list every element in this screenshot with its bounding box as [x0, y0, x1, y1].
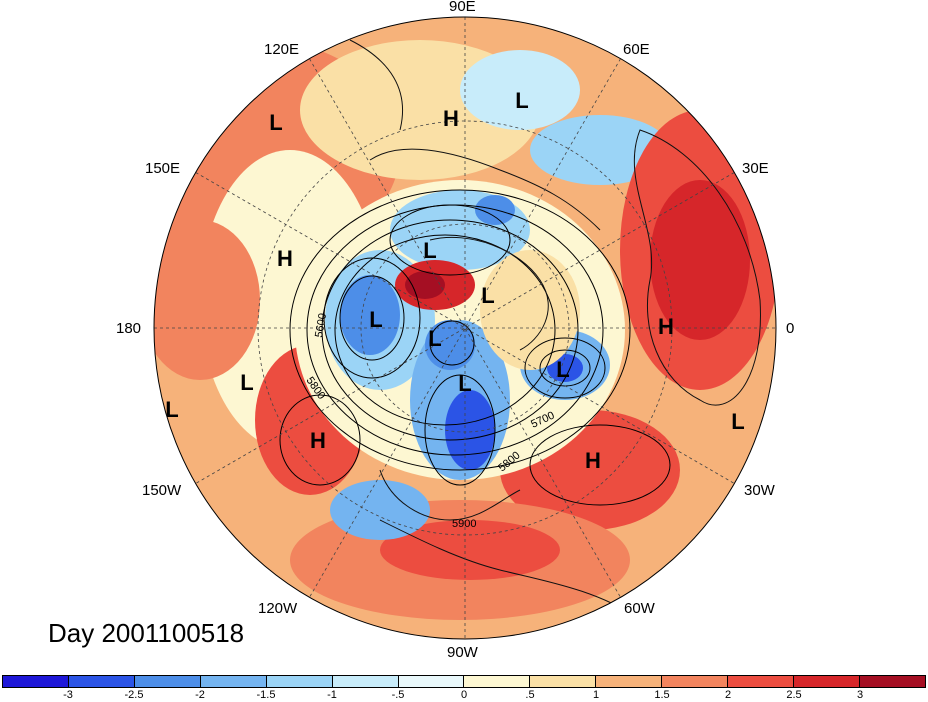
pressure-marker: L — [165, 397, 178, 422]
pressure-marker: L — [240, 370, 253, 395]
colorbar-swatch — [68, 676, 135, 687]
anomaly-field — [154, 17, 776, 639]
map-title: Day 2001100518 — [48, 618, 245, 648]
colorbar-tick-label: 2 — [724, 689, 732, 701]
pressure-marker: H — [277, 246, 293, 271]
contour-label: 5600 — [313, 312, 329, 338]
colorbar-swatch — [464, 676, 531, 687]
colorbar-tick-label: -.5 — [391, 689, 405, 701]
pressure-marker: L — [428, 326, 441, 351]
colorbar-tick-label: .5 — [525, 689, 535, 701]
colorbar-swatch — [134, 676, 201, 687]
colorbar-swatch — [728, 676, 795, 687]
pressure-marker: L — [515, 88, 528, 113]
lon-label-120e: 120E — [264, 41, 300, 58]
colorbar-tick-label: -1.5 — [256, 689, 276, 701]
pressure-marker: H — [443, 106, 459, 131]
colorbar-swatch — [266, 676, 333, 687]
lon-label-60w: 60W — [624, 600, 655, 617]
colorbar-swatch — [332, 676, 399, 687]
lon-label-30e: 30E — [742, 160, 769, 177]
lon-label-90e: 90E — [449, 0, 476, 15]
colorbar-tick-label: 1 — [592, 689, 600, 701]
lon-label-120w: 120W — [258, 600, 298, 617]
colorbar-tick-label: -2.5 — [124, 689, 144, 701]
pressure-marker: H — [658, 314, 674, 339]
colorbar-swatch — [859, 676, 925, 687]
pressure-marker: H — [585, 448, 601, 473]
lon-label-0: 0 — [786, 320, 795, 337]
pressure-marker: L — [556, 357, 569, 382]
colorbar-swatch — [3, 676, 69, 687]
colorbar-swatch — [596, 676, 663, 687]
lon-label-30w: 30W — [744, 482, 775, 499]
colorbar-swatch — [398, 676, 465, 687]
colorbar-tick-label: 0 — [460, 689, 468, 701]
colorbar-tick-label: -3 — [63, 689, 73, 701]
height-contours — [279, 189, 671, 506]
map-boundary — [153, 16, 777, 640]
lon-label-150e: 150E — [145, 160, 181, 177]
coastlines — [349, 39, 761, 621]
colorbar-tick-label: 1.5 — [654, 689, 670, 701]
pressure-marker: L — [731, 409, 744, 434]
colorbar-swatch — [530, 676, 597, 687]
pressure-marker: L — [269, 110, 282, 135]
lon-label-60e: 60E — [623, 41, 650, 58]
lon-label-150w: 150W — [142, 482, 182, 499]
colorbar — [2, 675, 926, 688]
pressure-markers: L H L L H L L L H L L L H L H L — [165, 88, 744, 473]
pressure-marker: L — [423, 238, 436, 263]
pressure-marker: H — [310, 428, 326, 453]
lon-label-180: 180 — [116, 320, 142, 337]
contour-label: 5900 — [452, 518, 476, 530]
pressure-marker: L — [458, 371, 471, 396]
colorbar-swatch — [794, 676, 860, 687]
lon-label-90w: 90W — [447, 644, 478, 661]
pressure-marker: L — [481, 283, 494, 308]
colorbar-tick-label: 2.5 — [786, 689, 802, 701]
colorbar-swatch — [662, 676, 729, 687]
colorbar-swatch — [200, 676, 267, 687]
colorbar-tick-label: 3 — [856, 689, 864, 701]
pressure-marker: L — [369, 307, 382, 332]
colorbar-tick-label: -2 — [195, 689, 205, 701]
graticule — [154, 17, 776, 639]
colorbar-tick-label: -1 — [327, 689, 337, 701]
